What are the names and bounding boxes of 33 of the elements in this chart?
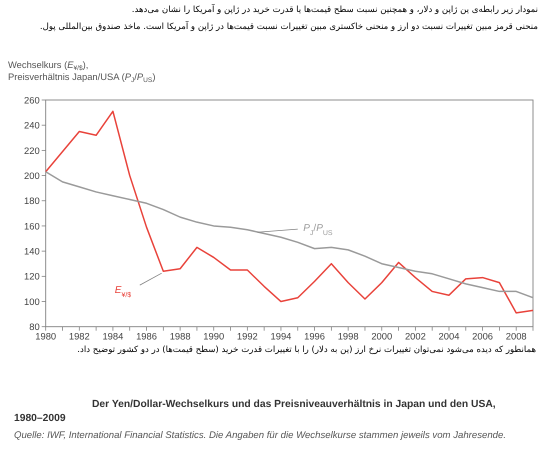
y-tick-label: 140 xyxy=(24,246,40,257)
y-tick-label: 260 xyxy=(24,94,40,106)
x-tick-label: 2004 xyxy=(438,330,460,342)
x-tick-label: 2008 xyxy=(506,330,527,342)
x-tick-label: 1994 xyxy=(270,330,292,342)
y-tick-label: 160 xyxy=(24,220,40,232)
x-tick-label: 1992 xyxy=(236,330,258,342)
ylabel: Wechselkurs (E$_{¥/$}$), Preisverhältnis Japan/USA (P$_{J}$/P$_{US}$) xyxy=(8,59,156,83)
x-tick-label: 2002 xyxy=(404,330,426,342)
y-tick-label: 100 xyxy=(24,296,40,307)
x-tick-label: 1990 xyxy=(203,330,224,342)
x-tick-label: 1986 xyxy=(136,330,157,342)
x-tick-label: 2006 xyxy=(472,330,494,342)
x-tick-label: 1980 xyxy=(35,330,56,342)
subtitle: نمودار زیر رابطه‌ی ین ژاپن و دلار، و همچنین نسبت سطح قیمت‌ها یا قدرت خرید در ژاپن و آمریکا را نشان می‌دهد. xyxy=(132,5,538,15)
annotation: همانطور که دیده می‌شود نمی‌توان تغییرات نرخ ارز (ین به دلار) را با تغییرات قدرت خرید (سطح قیمت‌ها) در دو کشور توضیح داد. xyxy=(77,345,536,355)
annotation: منحنی قرمز مبین تغییرات نسبت دو ارز و منحنی خاکستری مبین تغییرات نسبت قیمت‌ها در ژاپن و آمریکا است. ماخذ صندوق بین‌المللی پول. xyxy=(40,22,538,32)
title: Der Yen/Dollar-Wechselkurs und das Preisniveauverhältnis in Japan und den USA, 1980–2009 xyxy=(14,398,497,426)
x-tick-label: 1988 xyxy=(170,330,191,342)
x-tick-label: 1984 xyxy=(102,330,124,342)
x-tick-label: 1996 xyxy=(304,330,325,342)
y-tick-label: 80 xyxy=(29,321,40,332)
y-tick-label: 240 xyxy=(24,120,40,131)
series-label: P$_{J}$/P$_{US}$ xyxy=(303,223,333,237)
y-tick-label: 120 xyxy=(24,270,40,282)
x-tick-label: 1982 xyxy=(68,330,90,342)
y-tick-label: 200 xyxy=(24,170,40,181)
x-tick-label: 1998 xyxy=(338,330,359,342)
y-tick-label: 180 xyxy=(24,195,40,206)
x-tick-label: 2000 xyxy=(371,330,392,342)
annotation: Quelle: IWF, International Financial Statistics. Die Angaben für die Wechselkurse stammen jeweils vom Jahresende. xyxy=(14,430,506,441)
y-tick-label: 220 xyxy=(24,144,40,156)
text: E$_{¥/$}$ xyxy=(114,284,132,298)
